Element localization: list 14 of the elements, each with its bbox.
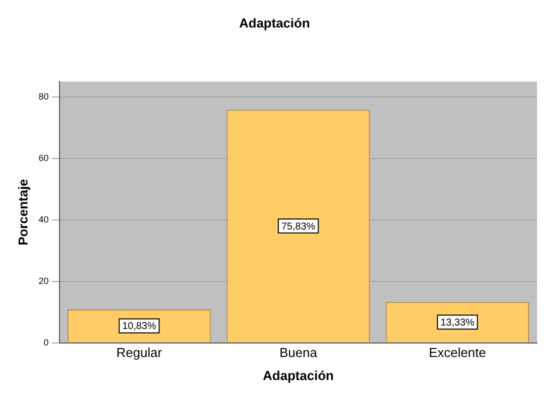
x-axis-title: Adaptación (262, 368, 334, 383)
x-tick-label: Buena (280, 345, 318, 360)
y-tick-label: 40 (38, 214, 49, 224)
data-label: 13,33% (440, 317, 474, 328)
y-tick-label: 0 (44, 337, 49, 348)
data-label: 75,83% (281, 221, 316, 232)
y-tick-label: 80 (38, 91, 49, 102)
data-label: 10,83% (122, 321, 156, 332)
chart-title: Adaptación (239, 15, 310, 30)
y-tick-label: 20 (38, 276, 49, 286)
y-axis-title: Porcentaje (15, 178, 30, 246)
x-tick-label: Regular (116, 345, 163, 360)
y-tick-label: 60 (38, 152, 49, 163)
x-tick-label: Excelente (428, 345, 486, 360)
